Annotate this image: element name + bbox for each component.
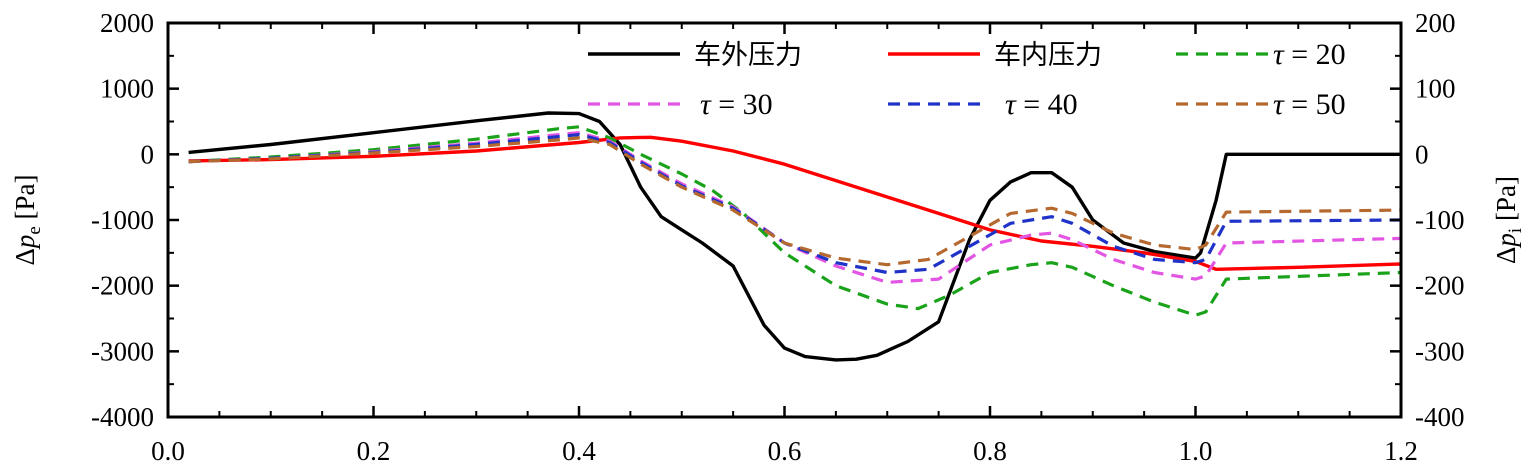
legend-tau-symbol: τ xyxy=(1005,88,1017,121)
x-tick-label-1-2: 1.2 xyxy=(1384,436,1418,466)
legend-label-3: τ = 20 xyxy=(1273,38,1346,71)
y-left-tick-label-2000: 2000 xyxy=(100,8,154,38)
ylabel-left-var: p xyxy=(10,235,40,251)
ylabel-left-unit: [Pa] xyxy=(10,174,40,226)
y-axis-right-title: Δpi [Pa] xyxy=(1491,176,1526,264)
series-line-6 xyxy=(188,136,1402,267)
legend-tau-symbol: τ xyxy=(1273,88,1285,121)
ylabel-left-subscript: e xyxy=(24,226,45,234)
y-right-tick-label-100: -100 xyxy=(1415,205,1465,235)
series-line-4 xyxy=(188,131,1402,284)
ylabel-right-var: p xyxy=(1491,233,1521,249)
legend-label-6: τ = 50 xyxy=(1273,88,1346,121)
plot-frame xyxy=(166,21,1403,419)
x-tick-label-1-0: 1.0 xyxy=(1179,436,1213,466)
y-right-tick-label-200: -200 xyxy=(1415,271,1465,301)
y-left-tick-label-1000: 1000 xyxy=(100,74,154,104)
legend-tau-symbol: τ xyxy=(700,88,712,121)
axes-layer: 0.0 0.2 0.4 0.6 0.8 1.0 1.2200010000-1000-2000… xyxy=(91,8,1465,466)
y-left-tick-label-2000: -2000 xyxy=(91,271,154,301)
y-right-tick-label-0: 0 xyxy=(1415,139,1429,169)
legend-tau-value: = 30 xyxy=(711,88,773,121)
series-line-2 xyxy=(188,135,1402,271)
y-left-tick-label-4000: -4000 xyxy=(91,402,154,432)
legend-label-1: 车外压力 xyxy=(694,40,802,71)
ylabel-right-subscript: i xyxy=(1505,228,1526,233)
series-line-3 xyxy=(188,125,1402,317)
series-line-5 xyxy=(188,133,1402,275)
legend-label-4: τ = 30 xyxy=(700,88,773,121)
y-axis-left-title: Δpe [Pa] xyxy=(10,174,45,265)
legend: 车外压力 车内压力 τ = 20τ = 30 τ = 40 τ = 50 xyxy=(588,38,1346,121)
x-tick-label-0-4: 0.4 xyxy=(562,436,596,466)
legend-label-2: 车内压力 xyxy=(994,40,1102,71)
y-right-tick-label-300: -300 xyxy=(1415,336,1465,366)
y-left-tick-label-0: 0 xyxy=(141,139,155,169)
legend-label-5: τ = 40 xyxy=(1005,88,1078,121)
x-tick-label-0-6: 0.6 xyxy=(768,436,802,466)
legend-tau-symbol: τ xyxy=(1273,38,1285,71)
series-line-1 xyxy=(188,111,1401,362)
ylabel-right-delta: Δ xyxy=(1491,247,1521,264)
x-tick-label-0-0: 0.0 xyxy=(151,436,185,466)
y-right-tick-label-100: 100 xyxy=(1415,74,1456,104)
legend-tau-value: = 40 xyxy=(1016,88,1078,121)
x-tick-label-0-2: 0.2 xyxy=(357,436,391,466)
plot-area xyxy=(166,21,1403,419)
ylabel-left-delta: Δ xyxy=(10,248,40,265)
y-right-tick-label-200: 200 xyxy=(1415,8,1456,38)
x-tick-label-0-8: 0.8 xyxy=(973,436,1007,466)
legend-tau-value: = 20 xyxy=(1284,38,1346,71)
legend-tau-value: = 50 xyxy=(1284,88,1346,121)
y-left-tick-label-1000: -1000 xyxy=(91,205,154,235)
y-right-tick-label-400: -400 xyxy=(1415,402,1465,432)
y-left-tick-label-3000: -3000 xyxy=(91,336,154,366)
series-layer xyxy=(188,111,1402,362)
ylabel-right-unit: [Pa] xyxy=(1491,176,1521,228)
